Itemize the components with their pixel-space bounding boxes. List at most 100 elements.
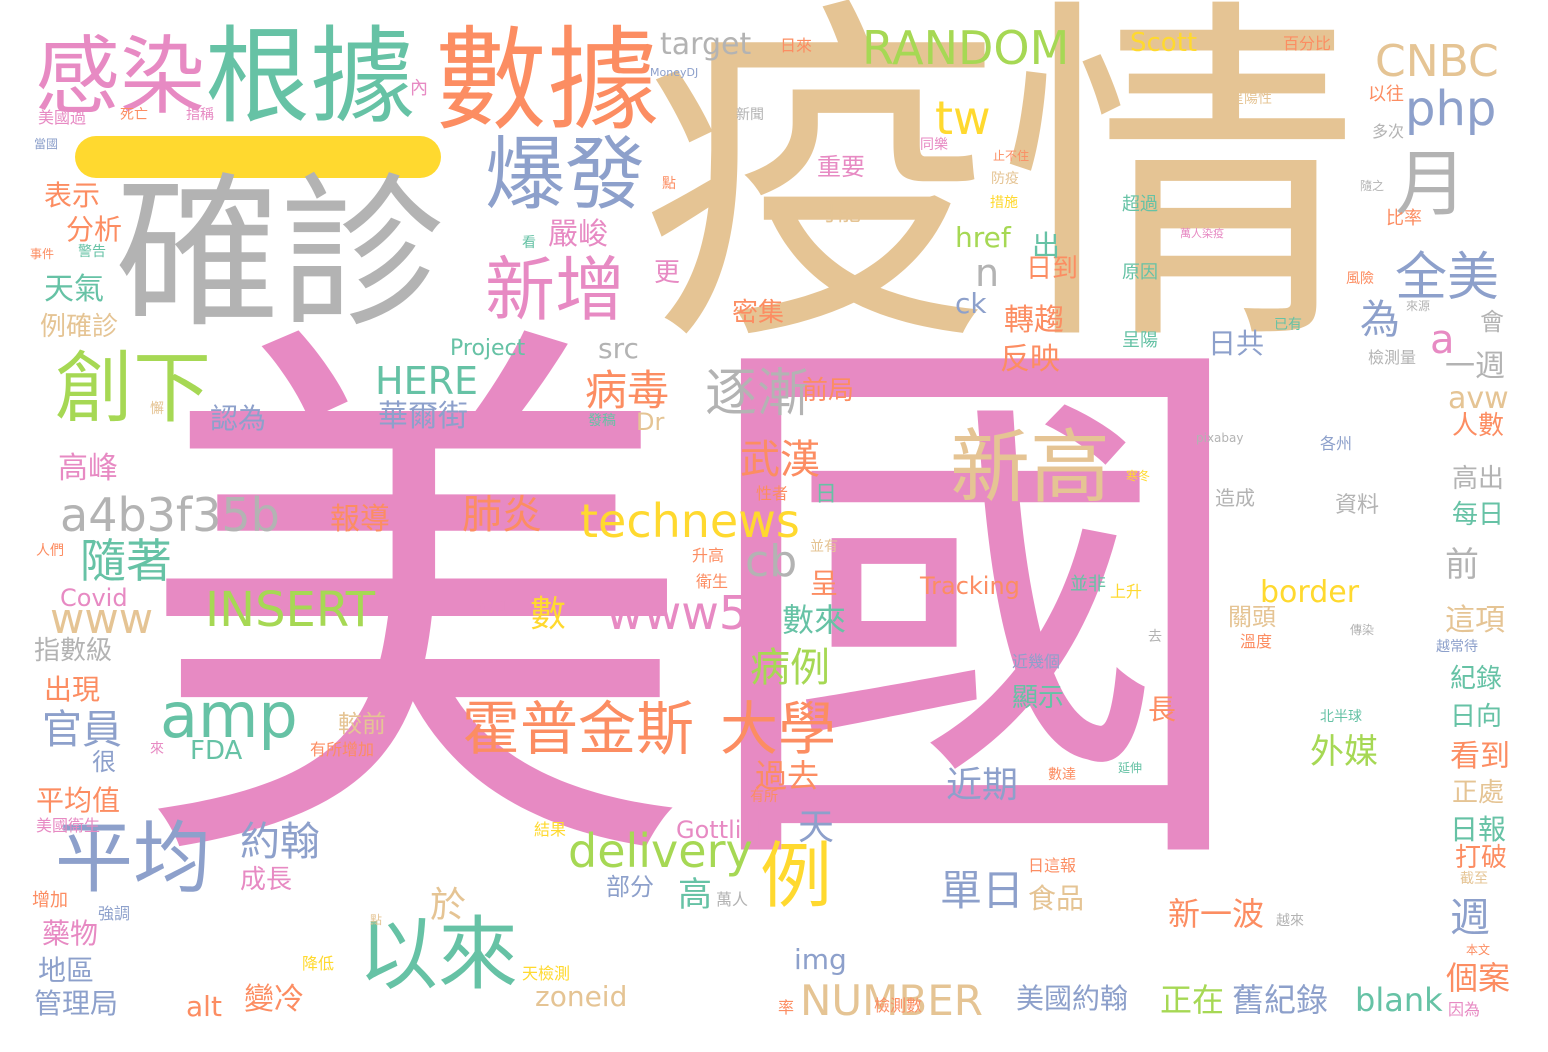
word-54: img xyxy=(794,943,847,976)
word-162: 人們 xyxy=(36,543,64,559)
word-145: 措施 xyxy=(990,195,1018,211)
word-41: 官員 xyxy=(42,707,122,753)
word-134: 內 xyxy=(410,78,428,99)
word-8: 新增 xyxy=(485,249,625,331)
word-132: 百分比 xyxy=(1283,34,1332,53)
word-147: 隨之 xyxy=(1360,179,1385,193)
word-23: technews xyxy=(580,494,800,548)
word-173: 近幾個 xyxy=(1012,652,1061,671)
word-46: 新一波 xyxy=(1168,895,1265,933)
word-131: 多次 xyxy=(1372,122,1405,141)
word-109: 關頭 xyxy=(1228,603,1276,631)
word-26: INSERT xyxy=(205,582,376,638)
word-21: tw xyxy=(935,91,991,145)
word-137: 指稱 xyxy=(186,107,214,123)
word-35: 肺炎 xyxy=(462,492,542,538)
word-25: delivery xyxy=(568,824,753,878)
word-2: 疫情 xyxy=(640,0,1360,389)
word-78: 地區 xyxy=(38,954,95,987)
word-110: 資料 xyxy=(1335,493,1380,518)
word-142: 同樂 xyxy=(920,137,948,153)
word-81: 較前 xyxy=(338,710,386,738)
word-5: 根據 xyxy=(205,16,416,138)
word-36: 武漢 xyxy=(740,437,820,483)
word-112: 為 xyxy=(1360,297,1400,343)
word-45: 近期 xyxy=(946,765,1019,806)
word-47: 美國約翰 xyxy=(1016,982,1129,1015)
word-130: 以往 xyxy=(1368,84,1404,105)
word-32: 隨著 xyxy=(80,534,172,588)
word-146: 萬人染疫 xyxy=(1180,227,1224,240)
word-91: 密集 xyxy=(732,298,785,328)
word-18: 月 xyxy=(1395,142,1468,226)
word-51: zoneid xyxy=(535,980,628,1013)
word-42: 約翰 xyxy=(240,819,320,865)
word-76: 平均值 xyxy=(36,784,121,817)
word-103: 正處 xyxy=(1452,778,1505,808)
word-176: 來 xyxy=(150,741,164,757)
word-105: 打破 xyxy=(1455,843,1508,873)
word-15: 霍普金斯 xyxy=(462,695,695,763)
word-106: 週 xyxy=(1450,895,1490,941)
word-79: 管理局 xyxy=(34,987,119,1020)
word-100: 紀錄 xyxy=(1450,664,1503,694)
word-193: 檢測數 xyxy=(874,996,923,1015)
word-30: 逐漸 xyxy=(705,364,810,424)
word-151: 檢測量 xyxy=(1368,348,1417,367)
word-183: 萬人 xyxy=(716,890,749,909)
word-159: 各州 xyxy=(1320,434,1353,453)
word-122: 日 xyxy=(815,482,838,507)
word-174: 北半球 xyxy=(1320,709,1362,725)
word-171: 傳染 xyxy=(1350,623,1375,637)
word-123: 更 xyxy=(654,258,681,288)
word-121: 呈 xyxy=(810,567,839,600)
word-20: php xyxy=(1405,81,1497,137)
word-94: 一週 xyxy=(1445,349,1505,384)
word-95: 人數 xyxy=(1452,411,1505,441)
word-186: 增加 xyxy=(32,890,68,911)
word-24: a4b3f35b xyxy=(60,488,280,542)
word-57: ck xyxy=(955,287,987,320)
word-180: 美國衛生 xyxy=(36,816,101,835)
word-48: 正在 xyxy=(1160,981,1225,1019)
word-136: 死亡 xyxy=(120,107,148,123)
word-118: 天 xyxy=(798,807,835,848)
word-154: 看 xyxy=(522,235,536,251)
word-70: 天氣 xyxy=(44,272,104,307)
word-31: 病毒 xyxy=(585,366,670,415)
word-164: 升高 xyxy=(692,546,725,565)
word-107: 個案 xyxy=(1446,959,1511,997)
word-3: 確診 xyxy=(115,158,445,350)
word-55: border xyxy=(1260,575,1360,610)
word-99: 這項 xyxy=(1445,603,1505,638)
word-77: 藥物 xyxy=(42,917,99,950)
word-73: 例確診 xyxy=(40,312,119,342)
word-6: 感染 xyxy=(35,28,206,127)
word-1: 美國 xyxy=(135,284,1255,936)
highlight-bar xyxy=(75,136,441,178)
word-88: 日到 xyxy=(1026,254,1079,284)
word-59: Gottlieb xyxy=(676,816,772,844)
word-104: 日報 xyxy=(1450,813,1507,846)
word-148: 風險 xyxy=(1346,271,1374,287)
word-155: 點 xyxy=(662,176,676,192)
word-192: 率 xyxy=(778,998,795,1017)
word-69: 高峰 xyxy=(58,451,118,486)
word-166: 檢測 xyxy=(478,598,511,617)
word-72: 表示 xyxy=(44,179,101,212)
word-65: avw xyxy=(1448,381,1509,416)
word-22: 全美 xyxy=(1395,248,1500,308)
word-68: 認為 xyxy=(210,402,267,435)
word-115: 出 xyxy=(1032,229,1061,262)
word-33: cb xyxy=(745,536,798,587)
word-90: 前局 xyxy=(802,376,855,406)
word-101: 日向 xyxy=(1450,702,1503,732)
word-111: 造成 xyxy=(1215,486,1255,510)
word-157: 懈 xyxy=(150,401,164,417)
word-150: 來源 xyxy=(1406,299,1431,313)
word-152: 警告 xyxy=(78,244,106,260)
word-83: 過去 xyxy=(755,757,820,795)
word-89: 日共 xyxy=(1208,327,1265,360)
word-10: 新高 xyxy=(950,421,1110,514)
